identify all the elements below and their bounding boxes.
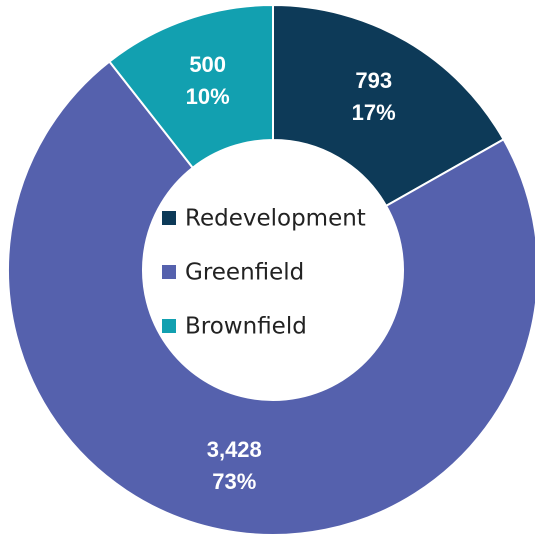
value-label: 3,428: [207, 437, 262, 462]
legend-swatch: [162, 319, 176, 333]
legend-label: Redevelopment: [185, 206, 366, 232]
legend-label: Brownfield: [185, 314, 307, 340]
slice: [272, 3, 505, 208]
percent-label: 73%: [212, 469, 256, 494]
legend-swatch: [162, 265, 176, 279]
percent-label: 17%: [352, 100, 396, 125]
legend-label: Greenfield: [185, 260, 304, 286]
slice: [107, 3, 274, 170]
value-label: 793: [355, 68, 392, 93]
value-label: 500: [189, 52, 226, 77]
percent-label: 10%: [186, 84, 230, 109]
legend-swatch: [162, 211, 176, 225]
slice: [7, 60, 535, 535]
